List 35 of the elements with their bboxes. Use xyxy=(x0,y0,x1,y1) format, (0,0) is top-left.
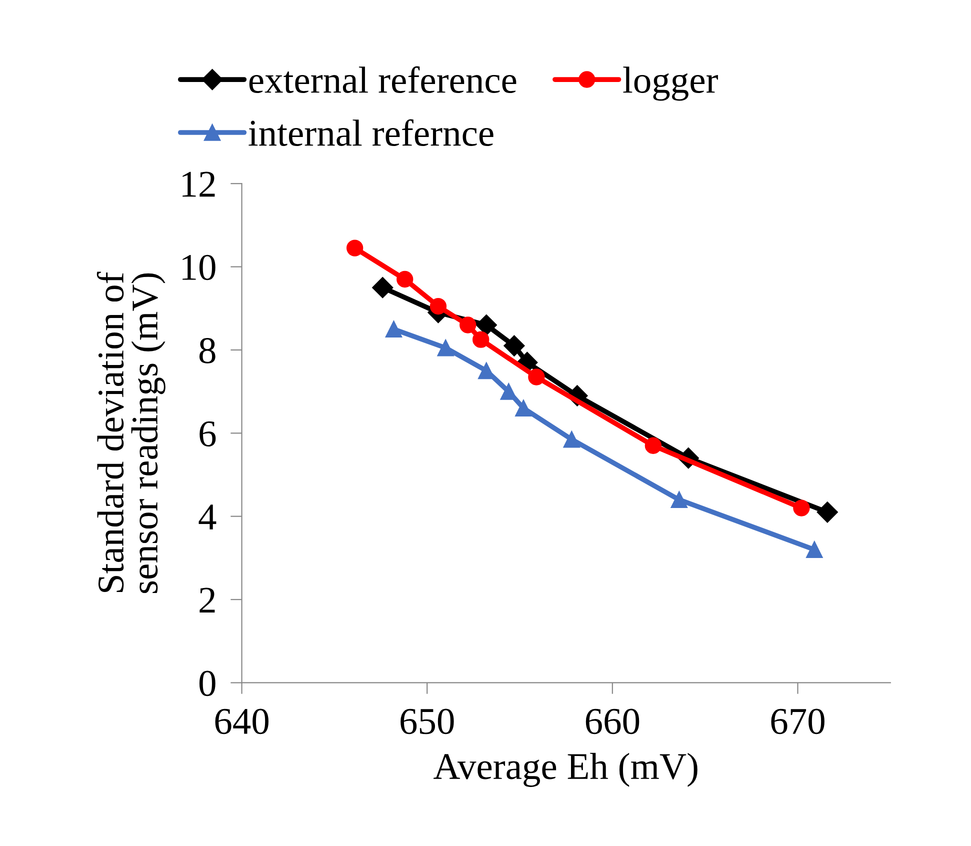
point xyxy=(563,431,580,448)
legend-label: external reference xyxy=(249,66,516,94)
point xyxy=(437,340,454,356)
point xyxy=(372,277,394,298)
point xyxy=(385,320,402,338)
point xyxy=(500,383,517,400)
point xyxy=(816,502,838,523)
y-tick-label: 8 xyxy=(199,338,216,364)
y-tick-label: 6 xyxy=(200,421,216,447)
x-axis-title: Average Eh (mV) xyxy=(434,752,698,787)
point xyxy=(430,298,447,315)
point xyxy=(472,331,490,348)
legend-label: logger xyxy=(623,66,718,101)
y-tick-label: 10 xyxy=(182,254,216,280)
y-tick-label: 4 xyxy=(198,504,216,530)
point xyxy=(806,541,823,558)
point xyxy=(515,400,532,417)
point xyxy=(793,500,810,516)
y-tick-label: 12 xyxy=(182,172,215,197)
point xyxy=(346,240,364,256)
point xyxy=(396,270,414,288)
point xyxy=(528,368,545,386)
y-tick-label: 0 xyxy=(199,670,216,696)
point xyxy=(476,314,497,336)
point xyxy=(460,316,476,334)
point xyxy=(504,335,525,356)
x-tick-label: 660 xyxy=(586,708,640,734)
y-tick-label: 2 xyxy=(200,588,215,613)
point xyxy=(644,437,662,454)
x-tick-label: 640 xyxy=(215,708,268,734)
x-tick-label: 670 xyxy=(771,708,824,734)
legend-label: internal refernce xyxy=(248,119,494,146)
y-axis-title: Standard deviation of sensor readings (mV) xyxy=(96,272,166,594)
x-tick-label: 650 xyxy=(400,708,454,734)
point xyxy=(670,491,688,508)
